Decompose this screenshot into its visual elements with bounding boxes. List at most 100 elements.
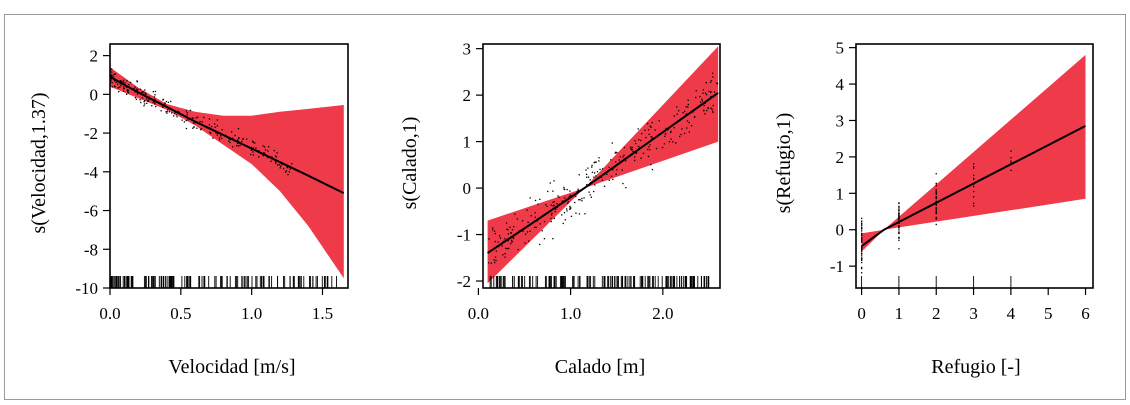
data-point	[492, 227, 494, 229]
data-point	[591, 171, 594, 173]
data-point	[621, 169, 623, 171]
data-point	[118, 91, 120, 93]
data-point	[199, 120, 201, 123]
data-point	[124, 82, 126, 84]
data-point	[935, 207, 937, 209]
data-point	[494, 240, 496, 243]
data-point	[673, 127, 675, 129]
data-point	[200, 128, 203, 130]
data-point	[898, 202, 900, 204]
data-point	[709, 81, 712, 83]
data-point	[153, 96, 156, 98]
data-point	[514, 213, 516, 215]
data-point	[644, 129, 646, 131]
data-point	[552, 238, 554, 240]
data-point	[136, 93, 138, 95]
data-point	[594, 161, 596, 163]
data-point	[861, 222, 863, 224]
data-point	[232, 146, 234, 148]
data-point	[522, 230, 524, 232]
y-tick-label: 1	[463, 133, 472, 152]
data-point	[568, 195, 570, 198]
data-point	[237, 128, 240, 130]
data-point	[162, 106, 164, 108]
data-point	[232, 137, 234, 139]
data-point	[705, 82, 707, 84]
data-point	[623, 154, 625, 156]
data-point	[153, 101, 155, 103]
data-point	[134, 86, 136, 88]
data-point	[554, 210, 556, 213]
data-point	[113, 85, 116, 87]
data-point	[973, 166, 975, 168]
data-point	[521, 220, 524, 222]
data-point	[126, 80, 128, 82]
data-point	[140, 101, 142, 104]
data-point	[710, 91, 712, 93]
data-point	[670, 138, 672, 140]
data-point	[490, 262, 492, 264]
data-point	[258, 156, 260, 158]
data-point	[246, 138, 248, 140]
data-point	[120, 85, 122, 87]
data-point	[288, 171, 290, 173]
data-point	[898, 237, 900, 239]
plot-area-box	[109, 43, 349, 289]
data-point	[935, 203, 937, 206]
data-point	[185, 120, 187, 122]
data-point	[935, 191, 937, 194]
data-point	[647, 123, 649, 125]
data-point	[177, 110, 179, 112]
y-tick-label: -1	[830, 257, 844, 276]
data-point	[622, 182, 624, 185]
data-point	[861, 246, 863, 248]
data-point	[566, 208, 568, 210]
data-point	[649, 125, 651, 127]
data-point	[637, 145, 640, 148]
data-point	[194, 122, 196, 124]
data-point	[712, 110, 714, 112]
y-tick-label: -2	[457, 272, 471, 291]
data-point	[898, 206, 900, 208]
data-point	[861, 233, 863, 235]
data-point	[127, 91, 129, 93]
data-point	[703, 104, 705, 107]
data-point	[581, 200, 583, 202]
data-point	[528, 240, 530, 242]
x-tick-label: 1.5	[312, 304, 333, 323]
data-point	[507, 233, 509, 235]
data-point	[281, 163, 283, 166]
data-point	[192, 117, 194, 119]
data-point	[678, 110, 680, 112]
data-point	[550, 204, 552, 206]
data-point	[278, 164, 280, 166]
data-point	[231, 131, 233, 133]
data-point	[534, 216, 536, 218]
data-point	[935, 223, 937, 226]
data-point	[665, 127, 667, 130]
data-point	[214, 123, 216, 125]
data-point	[898, 214, 900, 216]
data-point	[110, 75, 112, 77]
data-point	[510, 243, 512, 245]
data-point	[526, 209, 528, 211]
data-point	[600, 176, 603, 178]
data-point	[143, 105, 145, 107]
data-point	[603, 185, 606, 187]
data-point	[935, 211, 937, 213]
data-point	[672, 141, 674, 143]
data-point	[142, 91, 144, 93]
data-point	[935, 209, 937, 211]
data-point	[237, 142, 239, 145]
data-point	[861, 234, 863, 236]
data-point	[539, 223, 541, 225]
data-point	[579, 199, 581, 201]
data-point	[221, 137, 223, 139]
data-point	[647, 129, 650, 131]
data-point	[552, 201, 554, 203]
data-point	[587, 167, 589, 169]
data-point	[861, 258, 863, 260]
data-point	[935, 204, 937, 206]
data-point	[610, 175, 613, 177]
data-point	[119, 80, 121, 82]
